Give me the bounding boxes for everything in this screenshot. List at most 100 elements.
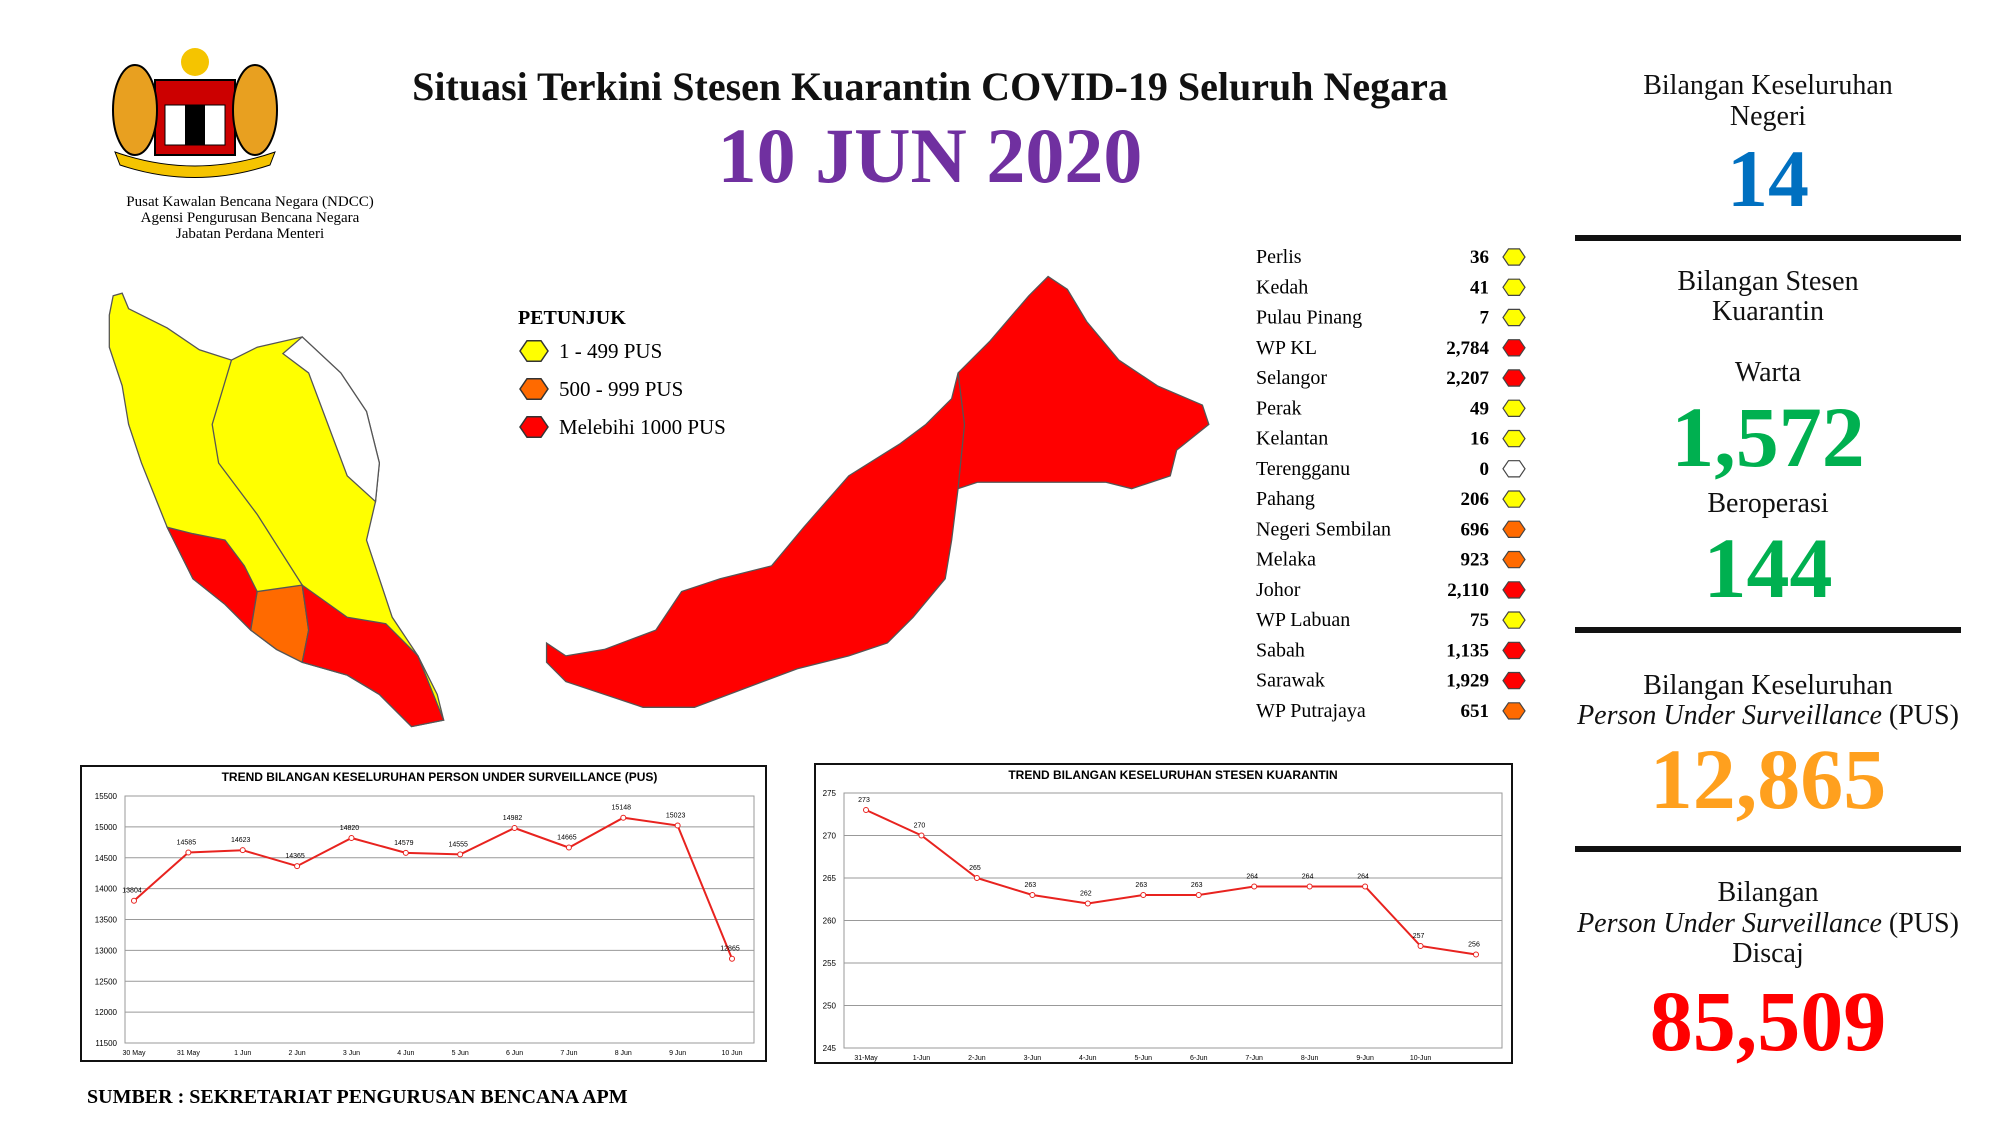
state-value: 2,207 [1446, 368, 1489, 389]
y-tick-label: 255 [823, 959, 837, 968]
state-name: Melaka [1256, 549, 1316, 571]
line-chart: TREND BILANGAN KESELURUHAN STESEN KUARAN… [814, 763, 1513, 1064]
y-tick-label: 14500 [95, 854, 118, 863]
x-tick-label: 10 Jun [721, 1050, 742, 1057]
state-indicator [1502, 308, 1526, 327]
summary-label: Bilangan Keseluruhan [1643, 670, 1893, 701]
x-tick-label: 9-Jun [1356, 1055, 1374, 1062]
data-point [294, 863, 301, 870]
term: Person Under Surveillance [1576, 700, 1882, 731]
state-value: 2,110 [1447, 580, 1489, 601]
legend-swatch [519, 377, 549, 401]
state-name: Sarawak [1256, 670, 1325, 692]
state-indicator [1502, 671, 1526, 690]
data-line [865, 809, 1477, 956]
data-label: 265 [969, 865, 981, 872]
state-indicator [1502, 490, 1526, 508]
data-label: 12865 [720, 946, 740, 953]
data-label: 263 [1135, 882, 1147, 889]
legend-label: 500 - 999 PUS [559, 377, 683, 401]
agency-line: Jabatan Perdana Menteri [176, 226, 324, 242]
x-tick-label: 4-Jun [1079, 1055, 1097, 1062]
data-label: 263 [1025, 882, 1037, 889]
data-line [133, 816, 733, 960]
summary-label: Bilangan [1717, 877, 1818, 908]
state-value: 0 [1480, 459, 1490, 480]
state-indicator [1502, 339, 1526, 357]
x-tick-label: 31 May [177, 1050, 200, 1057]
data-label: 270 [914, 823, 926, 830]
data-point [239, 847, 246, 854]
state-name: WP Labuan [1256, 609, 1350, 631]
state-value: 1,929 [1446, 671, 1489, 692]
state-list: Perlis 36 Kedah 41 Pulau Pinang 7 WP KL 2,784 Se… [1256, 246, 1526, 722]
x-tick-label: 6 Jun [506, 1050, 523, 1057]
state-value: 41 [1470, 277, 1489, 298]
state-indicator [1502, 278, 1526, 296]
state-name: WP Putrajaya [1256, 700, 1366, 722]
legend-title: PETUNJUK [518, 307, 626, 329]
state-name: Terengganu [1256, 458, 1350, 480]
data-point [1140, 892, 1147, 898]
data-label: 13804 [122, 888, 142, 895]
data-point [674, 822, 681, 829]
chart-title: TREND BILANGAN KESELURUHAN STESEN KUARAN… [1008, 768, 1337, 782]
legend: 1 - 499 PUS 500 - 999 PUS Melebihi 1000 PU… [519, 339, 726, 439]
state-indicator [1502, 702, 1526, 720]
agency-line: Agensi Pengurusan Bencana Negara [141, 210, 360, 226]
data-point [511, 824, 518, 831]
abbr: (PUS) [1889, 700, 1959, 731]
data-point [918, 832, 925, 839]
x-tick-label: 4 Jun [397, 1050, 414, 1057]
chart-title: TREND BILANGAN KESELURUHAN PERSON UNDER … [222, 770, 658, 784]
x-tick-label: 31-May [854, 1055, 878, 1062]
data-label: 264 [1246, 874, 1258, 881]
data-point [1417, 943, 1424, 949]
state-value: 49 [1470, 398, 1489, 419]
y-tick-label: 270 [823, 832, 837, 841]
summary-label: Warta [1735, 357, 1802, 388]
x-tick-label: 1 Jun [234, 1050, 251, 1057]
data-point [1251, 883, 1258, 890]
summary-label: Person Under Surveillance (PUS) [1576, 908, 1959, 939]
y-tick-label: 12500 [95, 977, 118, 986]
data-label: 14623 [231, 837, 251, 844]
data-point [863, 807, 869, 813]
data-point [402, 849, 409, 856]
x-tick-label: 5-Jun [1135, 1055, 1153, 1062]
data-label: 14555 [448, 841, 468, 848]
state-value: 7 [1480, 308, 1490, 329]
data-label: 14665 [557, 835, 577, 842]
data-point [973, 875, 980, 881]
x-tick-label: 8-Jun [1301, 1055, 1319, 1062]
title: Situasi Terkini Stesen Kuarantin COVID-1… [412, 64, 1448, 109]
legend-swatch [519, 415, 549, 439]
state-value: 651 [1461, 701, 1490, 722]
state-indicator [1502, 611, 1526, 629]
state-name: Johor [1256, 579, 1301, 601]
data-label: 14365 [285, 853, 305, 860]
summary-label: Person Under Surveillance (PUS) [1576, 700, 1959, 731]
state-name: Pulau Pinang [1256, 307, 1362, 329]
state-indicator [1502, 429, 1526, 448]
y-tick-label: 250 [823, 1002, 837, 1011]
date: 10 JUN 2020 [718, 112, 1143, 199]
state-name: Selangor [1256, 367, 1327, 389]
data-label: 15148 [612, 805, 632, 812]
state-value: 206 [1461, 489, 1490, 510]
source: SUMBER : SEKRETARIAT PENGURUSAN BENCANA … [87, 1086, 628, 1108]
data-point [1306, 883, 1313, 890]
y-tick-label: 12000 [95, 1008, 118, 1017]
summary-value: 1,572 [1671, 389, 1865, 485]
x-tick-label: 9 Jun [669, 1050, 686, 1057]
state-value: 1,135 [1446, 640, 1489, 661]
state-value: 2,784 [1446, 338, 1489, 359]
map [108, 275, 1210, 728]
state-name: Negeri Sembilan [1256, 518, 1391, 540]
chart-frame [814, 763, 1513, 1064]
x-tick-label: 5 Jun [452, 1050, 469, 1057]
data-point [1362, 883, 1369, 890]
y-tick-label: 14000 [95, 885, 118, 894]
state-value: 75 [1470, 610, 1489, 631]
legend-label: 1 - 499 PUS [559, 339, 662, 363]
